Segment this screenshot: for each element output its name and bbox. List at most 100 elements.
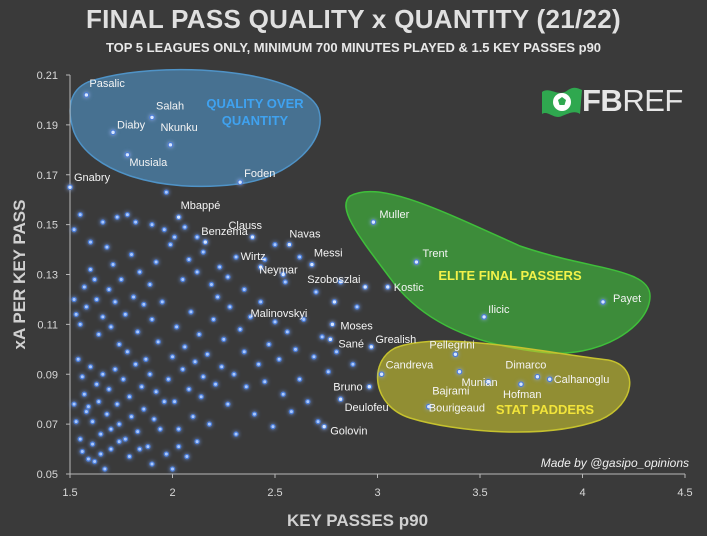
point-label: Deulofeu: [345, 402, 389, 414]
data-point: [272, 241, 278, 248]
data-point: [71, 296, 77, 303]
data-point: [296, 376, 303, 382]
data-point: [147, 371, 153, 377]
point-label: Dimarco: [505, 360, 546, 372]
chart-subtitle: TOP 5 LEAGUES ONLY, MINIMUM 700 MINUTES …: [105, 40, 602, 55]
data-point: [161, 398, 167, 405]
data-point: [108, 446, 114, 452]
data-point: [134, 329, 141, 335]
data-point: [116, 341, 122, 348]
labeled-point: [370, 219, 377, 226]
labeled-point: [384, 284, 391, 290]
data-point: [284, 329, 290, 335]
data-point: [233, 431, 239, 437]
data-point: [255, 361, 262, 367]
y-axis-label: xA PER KEY PASS: [10, 200, 29, 350]
point-label: Hofman: [503, 389, 542, 401]
data-point: [208, 281, 215, 288]
data-point: [153, 389, 159, 395]
labeled-point: [280, 271, 287, 278]
data-point: [266, 341, 272, 348]
logo-text-bold: FB: [582, 83, 623, 118]
data-point: [186, 256, 192, 263]
x-tick-label: 2.5: [267, 487, 282, 499]
data-point: [194, 438, 200, 445]
data-point: [163, 451, 170, 457]
point-label: Payet: [613, 293, 641, 305]
data-point: [108, 324, 114, 330]
data-point: [169, 466, 176, 472]
point-label: Bruno: [333, 382, 362, 394]
data-point: [139, 384, 145, 390]
labeled-point: [456, 368, 463, 375]
zone-label: QUALITY OVER: [206, 96, 304, 111]
data-point: [188, 309, 194, 315]
data-point: [102, 466, 108, 472]
labeled-point: [366, 383, 373, 390]
y-tick-label: 0.17: [37, 170, 58, 182]
data-point: [292, 346, 299, 353]
point-label: Diaby: [117, 119, 146, 131]
data-point: [216, 264, 223, 270]
data-point: [81, 391, 88, 397]
x-tick-label: 4: [579, 487, 585, 499]
data-point: [81, 284, 88, 290]
data-point: [165, 376, 172, 382]
point-label: Golovin: [330, 426, 367, 438]
data-point: [89, 441, 96, 447]
labeled-point: [202, 239, 209, 245]
point-label: Bourigeaud: [429, 403, 485, 415]
point-label: Bajrami: [432, 386, 469, 398]
data-point: [243, 384, 249, 390]
point-label: Foden: [244, 168, 275, 180]
data-point: [77, 211, 83, 218]
data-point: [194, 269, 200, 275]
point-label: Benzema: [201, 226, 248, 238]
data-point: [301, 316, 307, 323]
data-point: [206, 421, 213, 427]
data-point: [87, 364, 94, 370]
data-point: [311, 354, 317, 360]
data-point: [350, 361, 356, 367]
data-point: [171, 398, 178, 405]
data-point: [126, 453, 133, 460]
data-point: [79, 374, 86, 380]
labeled-point: [149, 114, 155, 121]
point-label: Messi: [314, 248, 343, 260]
labeled-point: [425, 403, 432, 410]
data-point: [167, 241, 174, 248]
zone-label: QUANTITY: [222, 113, 289, 128]
data-point: [333, 349, 340, 355]
data-point: [200, 249, 206, 255]
labeled-point: [362, 284, 369, 290]
data-point: [212, 381, 219, 387]
data-point: [221, 336, 227, 343]
data-point: [91, 458, 98, 465]
labeled-point: [337, 396, 344, 403]
labeled-point: [83, 92, 90, 98]
data-point: [136, 446, 143, 452]
data-point: [182, 344, 188, 350]
point-label: Pellegrini: [429, 339, 474, 351]
y-tick-label: 0.21: [37, 70, 58, 82]
labeled-point: [257, 264, 264, 270]
labeled-point: [237, 179, 244, 186]
data-point: [136, 269, 143, 275]
data-point: [93, 381, 100, 387]
y-tick-label: 0.09: [37, 369, 58, 381]
data-point: [100, 314, 106, 320]
data-point: [270, 423, 276, 430]
football-flag-icon: [542, 87, 582, 117]
labeled-point: [413, 259, 420, 265]
point-label: Pasalic: [89, 78, 125, 90]
data-point: [116, 438, 122, 445]
data-point: [247, 314, 254, 320]
data-point: [227, 304, 233, 310]
data-point: [124, 211, 131, 218]
data-point: [114, 214, 120, 220]
data-point: [149, 316, 155, 323]
data-point: [73, 418, 79, 425]
data-point: [214, 294, 221, 300]
data-point: [108, 426, 114, 432]
data-point: [315, 418, 321, 425]
